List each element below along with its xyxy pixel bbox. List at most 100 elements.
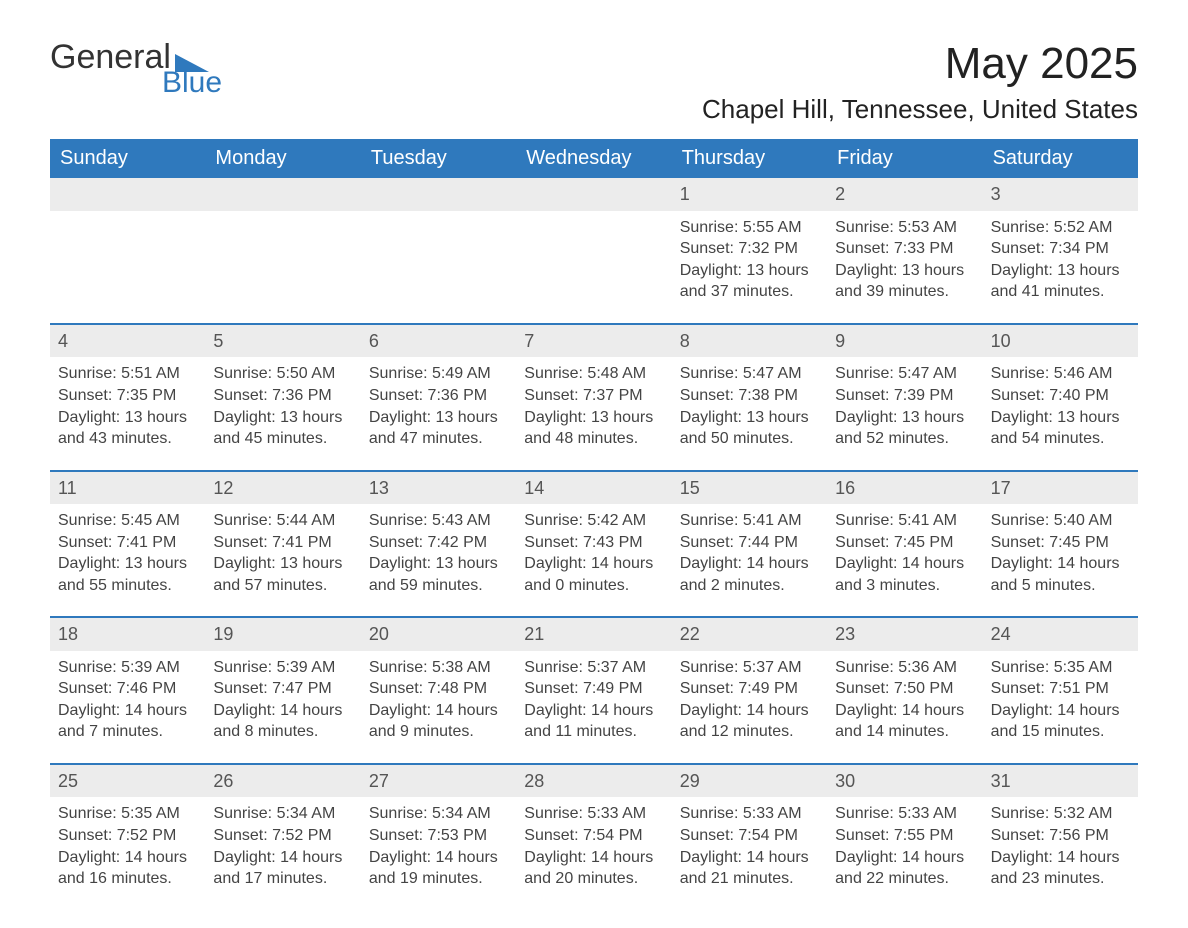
daylight2-label: and 15 minutes. (991, 721, 1130, 743)
sunset-label: Sunset: 7:42 PM (369, 532, 508, 554)
calendar-day-cell: 14Sunrise: 5:42 AMSunset: 7:43 PMDayligh… (516, 472, 671, 605)
calendar-day-cell: 4Sunrise: 5:51 AMSunset: 7:35 PMDaylight… (50, 325, 205, 458)
day-number: 14 (516, 472, 671, 504)
daylight1-label: Daylight: 14 hours (58, 700, 197, 722)
calendar: Sunday Monday Tuesday Wednesday Thursday… (50, 139, 1138, 897)
weekday-header: Monday (205, 139, 360, 178)
calendar-day-cell (361, 178, 516, 311)
flag-icon (175, 52, 209, 74)
day-number: 30 (827, 765, 982, 797)
day-number: 6 (361, 325, 516, 357)
daylight1-label: Daylight: 14 hours (991, 847, 1130, 869)
daylight1-label: Daylight: 13 hours (369, 553, 508, 575)
daylight2-label: and 9 minutes. (369, 721, 508, 743)
sunrise-label: Sunrise: 5:37 AM (680, 657, 819, 679)
calendar-day-cell (516, 178, 671, 311)
daylight2-label: and 48 minutes. (524, 428, 663, 450)
sunset-label: Sunset: 7:51 PM (991, 678, 1130, 700)
calendar-day-cell: 7Sunrise: 5:48 AMSunset: 7:37 PMDaylight… (516, 325, 671, 458)
sunset-label: Sunset: 7:54 PM (524, 825, 663, 847)
day-number: 28 (516, 765, 671, 797)
sunset-label: Sunset: 7:45 PM (991, 532, 1130, 554)
sunrise-label: Sunrise: 5:39 AM (213, 657, 352, 679)
sunrise-label: Sunrise: 5:55 AM (680, 217, 819, 239)
sunrise-label: Sunrise: 5:35 AM (58, 803, 197, 825)
daylight2-label: and 2 minutes. (680, 575, 819, 597)
daylight1-label: Daylight: 13 hours (524, 407, 663, 429)
sunrise-label: Sunrise: 5:34 AM (213, 803, 352, 825)
calendar-day-cell (50, 178, 205, 311)
calendar-day-cell: 25Sunrise: 5:35 AMSunset: 7:52 PMDayligh… (50, 765, 205, 898)
calendar-week: 11Sunrise: 5:45 AMSunset: 7:41 PMDayligh… (50, 470, 1138, 605)
daylight1-label: Daylight: 13 hours (680, 260, 819, 282)
day-number: 16 (827, 472, 982, 504)
weekday-header: Wednesday (516, 139, 671, 178)
day-number: 29 (672, 765, 827, 797)
daylight1-label: Daylight: 13 hours (835, 407, 974, 429)
calendar-day-cell: 26Sunrise: 5:34 AMSunset: 7:52 PMDayligh… (205, 765, 360, 898)
sunset-label: Sunset: 7:48 PM (369, 678, 508, 700)
brand-logo: General Blue (50, 40, 222, 98)
day-number: 12 (205, 472, 360, 504)
day-number: 25 (50, 765, 205, 797)
sunset-label: Sunset: 7:33 PM (835, 238, 974, 260)
calendar-week: 4Sunrise: 5:51 AMSunset: 7:35 PMDaylight… (50, 323, 1138, 458)
daylight2-label: and 19 minutes. (369, 868, 508, 890)
sunrise-label: Sunrise: 5:39 AM (58, 657, 197, 679)
sunrise-label: Sunrise: 5:41 AM (835, 510, 974, 532)
day-number: 1 (672, 178, 827, 210)
sunset-label: Sunset: 7:36 PM (213, 385, 352, 407)
sunset-label: Sunset: 7:52 PM (213, 825, 352, 847)
brand-part1: General (50, 40, 171, 74)
sunset-label: Sunset: 7:45 PM (835, 532, 974, 554)
calendar-day-cell: 15Sunrise: 5:41 AMSunset: 7:44 PMDayligh… (672, 472, 827, 605)
sunset-label: Sunset: 7:49 PM (524, 678, 663, 700)
daylight1-label: Daylight: 14 hours (835, 553, 974, 575)
sunset-label: Sunset: 7:34 PM (991, 238, 1130, 260)
calendar-day-cell: 1Sunrise: 5:55 AMSunset: 7:32 PMDaylight… (672, 178, 827, 311)
daylight2-label: and 14 minutes. (835, 721, 974, 743)
day-number (50, 178, 205, 210)
daylight1-label: Daylight: 14 hours (680, 700, 819, 722)
sunrise-label: Sunrise: 5:47 AM (680, 363, 819, 385)
sunrise-label: Sunrise: 5:41 AM (680, 510, 819, 532)
sunset-label: Sunset: 7:36 PM (369, 385, 508, 407)
brand-logo-top: General (50, 40, 222, 74)
weekday-header: Sunday (50, 139, 205, 178)
sunset-label: Sunset: 7:53 PM (369, 825, 508, 847)
daylight2-label: and 11 minutes. (524, 721, 663, 743)
daylight2-label: and 43 minutes. (58, 428, 197, 450)
sunrise-label: Sunrise: 5:42 AM (524, 510, 663, 532)
daylight2-label: and 37 minutes. (680, 281, 819, 303)
sunset-label: Sunset: 7:40 PM (991, 385, 1130, 407)
daylight1-label: Daylight: 13 hours (213, 553, 352, 575)
daylight1-label: Daylight: 13 hours (213, 407, 352, 429)
daylight2-label: and 59 minutes. (369, 575, 508, 597)
daylight1-label: Daylight: 13 hours (991, 407, 1130, 429)
weekday-header: Saturday (983, 139, 1138, 178)
daylight2-label: and 17 minutes. (213, 868, 352, 890)
daylight2-label: and 12 minutes. (680, 721, 819, 743)
calendar-day-cell: 30Sunrise: 5:33 AMSunset: 7:55 PMDayligh… (827, 765, 982, 898)
daylight1-label: Daylight: 14 hours (835, 847, 974, 869)
day-number: 5 (205, 325, 360, 357)
sunrise-label: Sunrise: 5:35 AM (991, 657, 1130, 679)
daylight1-label: Daylight: 14 hours (213, 700, 352, 722)
sunrise-label: Sunrise: 5:46 AM (991, 363, 1130, 385)
calendar-day-cell: 16 Sunrise: 5:41 AMSunset: 7:45 PMDayligh… (827, 472, 982, 605)
daylight2-label: and 54 minutes. (991, 428, 1130, 450)
daylight1-label: Daylight: 14 hours (524, 847, 663, 869)
calendar-week: 1Sunrise: 5:55 AMSunset: 7:32 PMDaylight… (50, 178, 1138, 311)
calendar-day-cell: 20Sunrise: 5:38 AMSunset: 7:48 PMDayligh… (361, 618, 516, 751)
daylight1-label: Daylight: 14 hours (991, 553, 1130, 575)
calendar-header-row: Sunday Monday Tuesday Wednesday Thursday… (50, 139, 1138, 178)
daylight2-label: and 8 minutes. (213, 721, 352, 743)
daylight2-label: and 16 minutes. (58, 868, 197, 890)
sunset-label: Sunset: 7:52 PM (58, 825, 197, 847)
calendar-day-cell: 2Sunrise: 5:53 AMSunset: 7:33 PMDaylight… (827, 178, 982, 311)
sunrise-label: Sunrise: 5:53 AM (835, 217, 974, 239)
daylight1-label: Daylight: 13 hours (680, 407, 819, 429)
calendar-day-cell: 10Sunrise: 5:46 AMSunset: 7:40 PMDayligh… (983, 325, 1138, 458)
daylight1-label: Daylight: 13 hours (835, 260, 974, 282)
sunset-label: Sunset: 7:54 PM (680, 825, 819, 847)
